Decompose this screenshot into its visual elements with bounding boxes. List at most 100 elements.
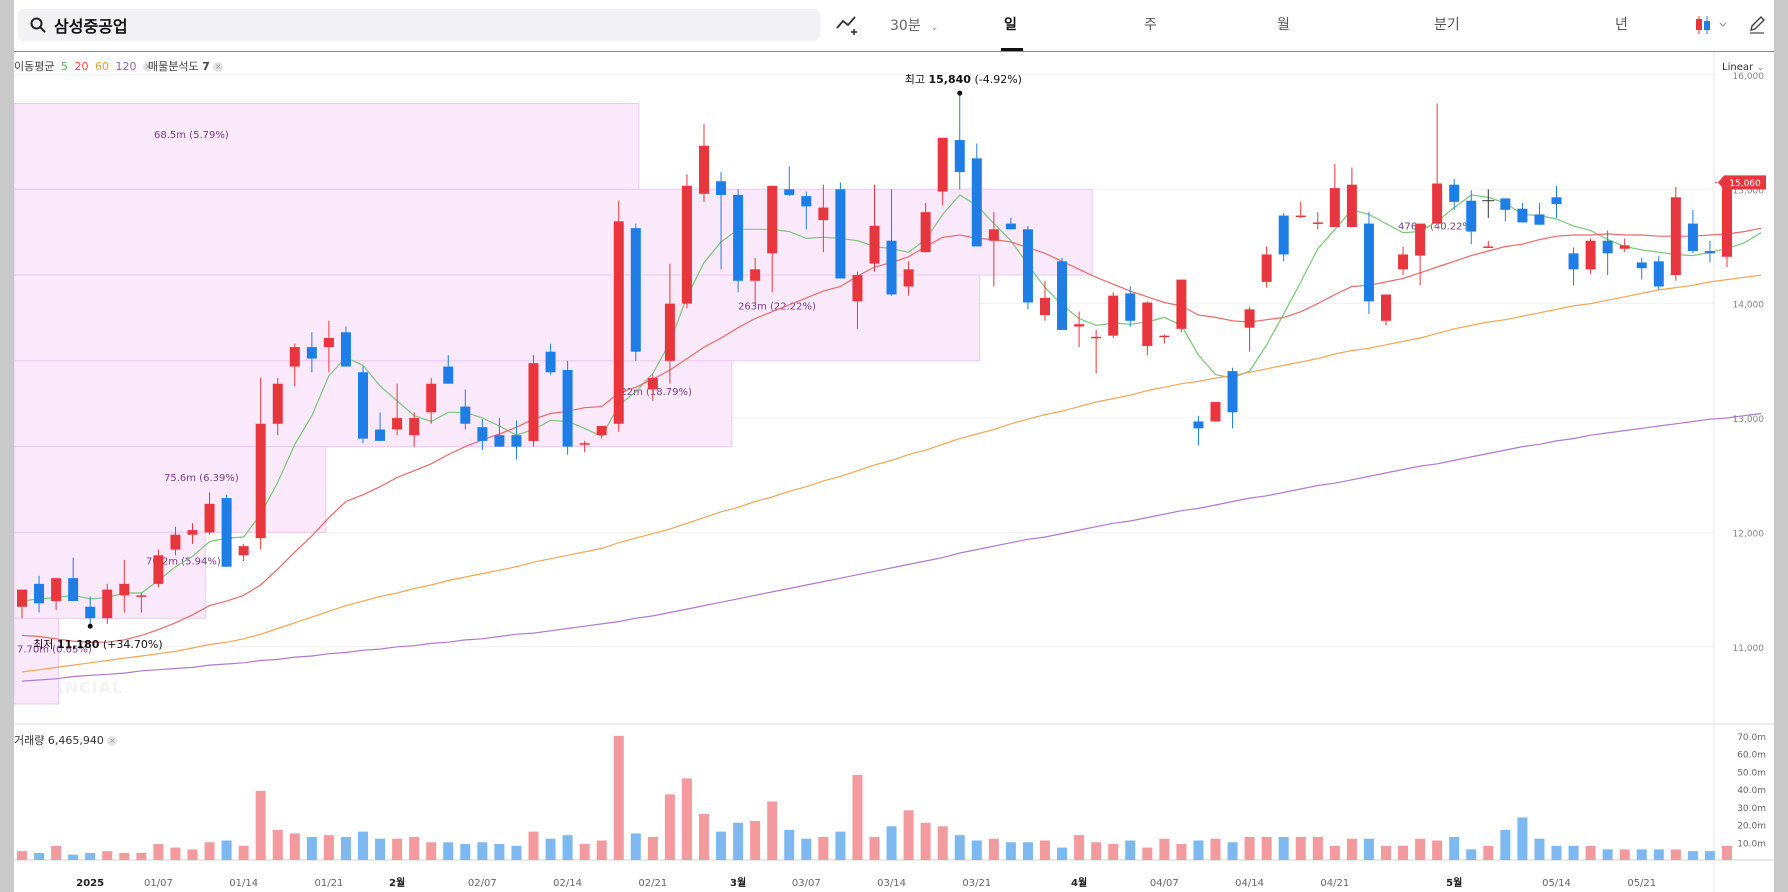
candle-body [1005, 223, 1016, 230]
candle-body [1517, 208, 1528, 223]
volume-bar [204, 842, 215, 860]
candle-body [767, 185, 778, 254]
candle-body [1022, 229, 1033, 303]
volume-tick-label: 20.0m [1737, 822, 1766, 832]
candle-type-icon[interactable] [1694, 14, 1730, 36]
ma120-label: 120 [115, 60, 137, 73]
volume-bar [1091, 842, 1102, 860]
volume-bar [1125, 840, 1136, 860]
candle-body [1704, 251, 1715, 254]
candle-body [221, 498, 232, 567]
candle-body [528, 363, 539, 441]
ma120-line [21, 412, 1762, 682]
candle-body [153, 555, 164, 584]
volume-bar [664, 794, 675, 860]
candle-body [681, 185, 692, 304]
volume-bar [988, 838, 999, 860]
chart-canvas[interactable]: 16,000 15,000 14,000 13,000 12,000 11,000 70.0… [14, 52, 1774, 892]
volume-profile-legend[interactable]: 매물분석도 7 × [148, 58, 224, 74]
volume-bar [119, 852, 130, 860]
candle-body [102, 589, 113, 619]
search-input[interactable] [54, 13, 794, 37]
volume-bar [1040, 840, 1050, 860]
volume-profile-bar [14, 617, 60, 705]
volume-bar [1244, 836, 1255, 860]
close-icon[interactable]: × [213, 62, 224, 72]
candle-body [1687, 223, 1698, 252]
price-tick-label: 13,000 [1733, 415, 1765, 425]
volume-tick-label: 50.0m [1737, 768, 1766, 778]
candle-body [818, 207, 829, 221]
candle-body [136, 595, 147, 597]
tab-day[interactable]: 일 [1004, 17, 1017, 33]
x-tick-label: 4월 [1071, 877, 1087, 889]
close-icon[interactable]: × [107, 736, 118, 746]
candle-body [119, 583, 130, 596]
volume-tick-label: 70.0m [1737, 733, 1766, 743]
candle-body [1125, 293, 1136, 321]
x-tick-label: 3월 [730, 877, 746, 889]
candle-body [1057, 261, 1068, 330]
x-tick-label: 01/14 [229, 878, 258, 889]
current-price-tag [1718, 175, 1766, 190]
candle-body [255, 423, 266, 539]
candle-body [1500, 198, 1511, 210]
tab-month[interactable]: 월 [1277, 17, 1290, 33]
x-tick-label: 05/21 [1627, 878, 1656, 889]
volume-bar [221, 840, 232, 860]
volume-bar [306, 836, 317, 860]
draw-tool-icon[interactable] [836, 14, 862, 36]
volume-bar [1551, 845, 1562, 860]
volume-bar [460, 844, 471, 860]
candle-body [1346, 184, 1357, 228]
volume-bar [1619, 849, 1630, 860]
search-box[interactable] [18, 9, 820, 41]
close-icon[interactable]: × [142, 62, 153, 72]
volume-bar [1329, 845, 1340, 860]
candle-body [971, 158, 982, 247]
price-tick-label: 12,000 [1733, 529, 1765, 539]
candle-body [579, 443, 590, 445]
candle-body [1381, 294, 1391, 321]
volume-bar [835, 831, 846, 860]
candle-body [1670, 197, 1681, 276]
tab-week[interactable]: 주 [1144, 17, 1157, 33]
volume-bar [869, 836, 880, 860]
volume-bar [289, 833, 300, 860]
volume-profile-bar [14, 102, 640, 190]
x-tick-label: 04/14 [1235, 878, 1264, 889]
current-price-label: 15,060 [1729, 179, 1761, 189]
candle-body [630, 228, 641, 352]
volume-bar [1278, 836, 1289, 860]
volume-bar [255, 790, 266, 860]
volume-bar [1312, 836, 1323, 860]
volume-bar [647, 836, 658, 860]
x-tick-label: 04/21 [1320, 878, 1349, 889]
x-tick-label: 5월 [1446, 877, 1462, 889]
candle-body [1432, 183, 1443, 224]
volume-profile-label: 7.70m (0.65%) [17, 645, 92, 656]
chevron-down-icon: ⌄ [1756, 62, 1765, 73]
tab-quarter[interactable]: 분기 [1434, 17, 1460, 33]
volume-bar [1704, 851, 1715, 860]
volume-bar [1057, 847, 1068, 860]
volume-bar [1261, 836, 1272, 860]
volume-profile-label: 263m (22.22%) [738, 301, 816, 312]
scale-select[interactable]: Linear ⌄ [1722, 62, 1765, 73]
active-tab-indicator [1001, 48, 1023, 51]
interval-select[interactable]: 30분 ⌄ [890, 15, 938, 35]
tab-year[interactable]: 년 [1615, 17, 1628, 33]
candle-body [1483, 246, 1494, 248]
volume-bar [1295, 836, 1306, 860]
volume-bar [784, 829, 795, 860]
candle-body [409, 418, 420, 436]
candle-body [647, 378, 658, 390]
candle-body [340, 332, 351, 367]
x-tick-label: 03/14 [877, 878, 906, 889]
candle-body [1585, 240, 1596, 270]
pen-icon[interactable] [1748, 14, 1766, 34]
search-icon[interactable] [30, 17, 46, 33]
candle-body [392, 418, 403, 430]
x-tick-label: 02/21 [638, 878, 667, 889]
moving-average-legend[interactable]: 이동평균 5 20 60 120 × [14, 58, 156, 74]
